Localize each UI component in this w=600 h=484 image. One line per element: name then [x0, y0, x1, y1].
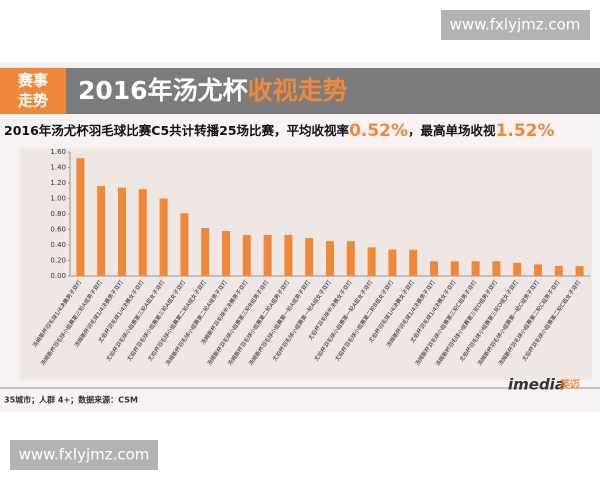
y-tick-label: 1.00	[50, 195, 66, 203]
watermark: www.fxlyjmz.com	[450, 16, 581, 34]
y-tick-label: 0.60	[50, 226, 66, 234]
badge-text: 走势	[18, 92, 48, 110]
bar	[263, 234, 272, 276]
bar	[534, 264, 542, 276]
summary-avg: 0.52%	[349, 121, 408, 141]
y-tick-label: 0.40	[50, 241, 66, 249]
bar	[201, 227, 210, 276]
bar	[76, 158, 85, 276]
bar	[180, 213, 189, 276]
badge-text: 赛事	[17, 72, 48, 90]
bar	[118, 187, 126, 276]
y-tick-label: 0.00	[50, 272, 66, 280]
header-band	[0, 68, 600, 114]
summary: 2016年汤尤杯羽毛球比赛C5共计转播25场比赛，平均收视率0.52%，最高单场…	[4, 121, 555, 141]
summary-max: 1.52%	[496, 121, 555, 141]
bar	[388, 249, 397, 276]
bar	[138, 189, 147, 276]
bar	[326, 241, 334, 276]
y-tick-label: 0.20	[50, 257, 66, 265]
watermark: www.fxlyjmz.com	[19, 446, 150, 464]
watermark-box	[10, 440, 158, 470]
y-tick-label: 0.80	[50, 210, 66, 218]
bar	[97, 186, 106, 276]
bar	[450, 261, 459, 276]
bar	[554, 265, 563, 276]
footer-note: 35城市；人群 4+；数据来源：CSM	[4, 395, 138, 406]
watermark-box	[441, 10, 590, 40]
bar	[284, 234, 293, 276]
logo-cn: 英迈	[559, 378, 580, 391]
summary-text: 2016年汤尤杯羽毛球比赛C5共计转播25场比赛，平均收视率	[4, 123, 350, 138]
y-tick-label: 1.20	[50, 179, 66, 187]
badge	[0, 68, 66, 114]
logo: imedia	[508, 376, 565, 394]
bar	[222, 231, 230, 276]
bar	[492, 261, 501, 276]
bar	[471, 261, 480, 276]
plot: 0.000.200.400.600.801.001.201.401.60汤姆斯杯…	[31, 148, 590, 368]
bar	[367, 247, 376, 276]
bar	[346, 241, 355, 276]
bar	[159, 198, 168, 276]
y-tick-label: 1.60	[50, 148, 66, 156]
title: 2016年汤尤杯收视走势	[78, 76, 348, 105]
bar	[430, 261, 438, 276]
bar	[242, 234, 251, 276]
summary-text: ，最高单场收视	[408, 123, 496, 138]
bar	[305, 238, 314, 276]
bar	[409, 249, 418, 276]
title-main: 2016年汤尤杯	[78, 76, 248, 105]
bar	[513, 262, 522, 276]
title-highlight: 收视走势	[248, 76, 348, 105]
y-tick-label: 1.40	[50, 164, 66, 172]
bar	[575, 265, 584, 276]
